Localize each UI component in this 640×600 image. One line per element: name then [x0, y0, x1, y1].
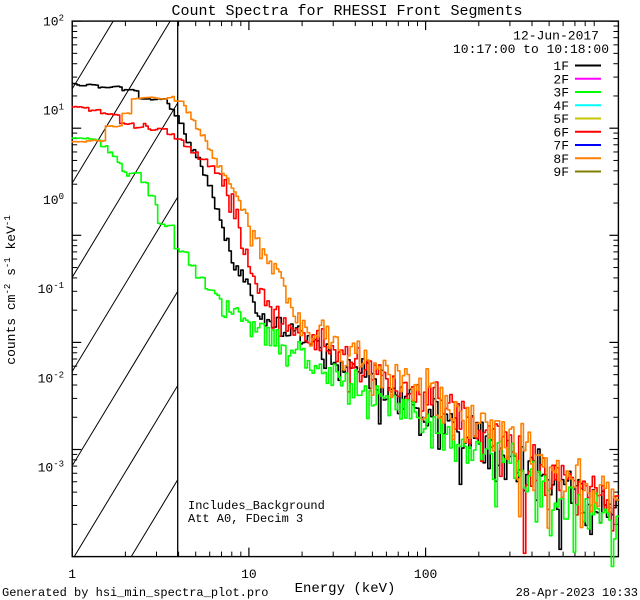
svg-text:10:17:00 to 10:18:00: 10:17:00 to 10:18:00	[453, 42, 609, 57]
svg-text:28-Apr-2023 10:33: 28-Apr-2023 10:33	[516, 586, 638, 600]
svg-text:10: 10	[241, 567, 257, 582]
svg-text:9F: 9F	[553, 165, 569, 180]
svg-text:1: 1	[68, 567, 76, 582]
svg-text:Includes_Background: Includes_Background	[188, 499, 325, 513]
svg-text:Generated by hsi_min_spectra_p: Generated by hsi_min_spectra_plot.pro	[2, 586, 268, 600]
svg-text:Att A0, FDecim 3: Att A0, FDecim 3	[188, 512, 303, 526]
svg-text:100: 100	[414, 567, 437, 582]
svg-text:Energy (keV): Energy (keV)	[295, 581, 396, 597]
svg-text:Count Spectra for RHESSI Front: Count Spectra for RHESSI Front Segments	[171, 3, 522, 20]
